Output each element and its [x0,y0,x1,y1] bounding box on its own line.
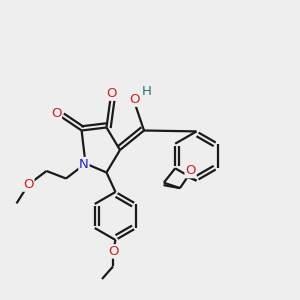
Text: H: H [142,85,152,98]
Text: O: O [23,178,34,191]
Text: O: O [107,87,117,100]
Text: O: O [185,164,196,178]
Text: O: O [108,245,118,258]
Text: O: O [129,93,139,106]
Text: O: O [51,107,62,120]
Text: N: N [79,158,89,171]
